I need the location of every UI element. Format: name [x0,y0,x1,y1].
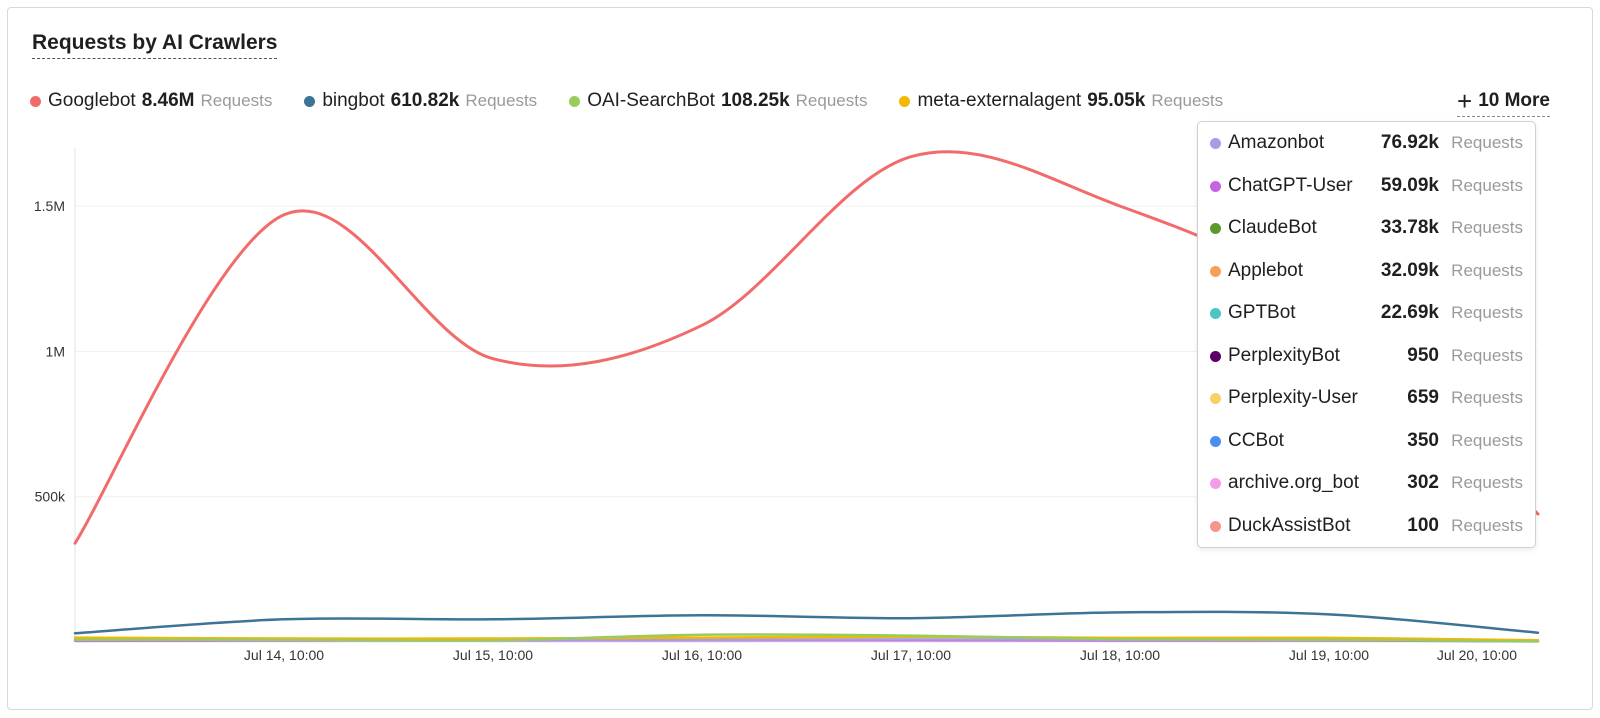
legend-name: CCBot [1228,430,1284,451]
legend-value: 659 [1407,387,1439,408]
legend-value: 32.09k [1380,260,1439,281]
x-tick-label: Jul 19, 10:00 [1289,647,1369,663]
legend-unit: Requests [1451,346,1523,365]
chart-title[interactable]: Requests by AI Crawlers [32,30,278,59]
legend-item-oai-searchbot[interactable]: OAI-SearchBot 108.25k Requests [569,90,867,112]
legend-value: 950 [1407,345,1439,366]
legend-unit: Requests [1451,431,1523,450]
legend-unit: Requests [465,91,538,110]
legend-dot [569,95,581,107]
legend-name: archive.org_bot [1228,472,1359,493]
legend-unit: Requests [1451,133,1523,152]
legend-name: Perplexity-User [1228,387,1358,408]
legend-value: 76.92k [1380,132,1439,153]
legend-value: 22.69k [1380,302,1439,323]
legend-value: 350 [1407,430,1439,451]
popup-item-chatgpt-user[interactable]: ChatGPT-User 59.09k Requests [1198,165,1535,207]
y-tick-label: 1M [46,343,65,359]
legend-unit: Requests [1451,388,1523,407]
legend-dot [1210,181,1221,192]
legend-name: ClaudeBot [1228,217,1317,238]
legend-unit: Requests [1451,516,1523,535]
x-tick-label: Jul 20, 10:00 [1437,647,1517,663]
legend-unit: Requests [1151,91,1224,110]
plus-icon: + [1457,86,1473,116]
legend-name: PerplexityBot [1228,345,1340,366]
legend-value: 108.25k [720,90,790,111]
x-tick-label: Jul 17, 10:00 [871,647,951,663]
legend-value: 302 [1407,472,1439,493]
y-tick-label: 1.5M [34,198,65,214]
series-line-bingbot[interactable] [73,610,1540,635]
legend-name: meta-externalagent [917,90,1082,111]
x-tick-label: Jul 15, 10:00 [453,647,533,663]
legend-dot [1210,521,1221,532]
legend-dot [304,95,316,107]
legend-value: 59.09k [1380,175,1439,196]
legend-item-bingbot[interactable]: bingbot 610.82k Requests [304,90,537,112]
legend-value: 95.05k [1087,90,1146,111]
legend-dot [1210,351,1221,362]
x-tick-label: Jul 16, 10:00 [662,647,742,663]
legend-name: bingbot [322,90,385,111]
legend-dot [1210,308,1221,319]
more-label: 10 More [1478,90,1550,111]
legend-dot [1210,266,1221,277]
legend-dot [1210,138,1221,149]
legend-unit: Requests [1451,261,1523,280]
legend-unit: Requests [200,91,273,110]
x-tick-label: Jul 18, 10:00 [1080,647,1160,663]
legend-value: 8.46M [141,90,195,111]
legend-dot [1210,478,1221,489]
legend: Googlebot 8.46M Requests bingbot 610.82k… [30,86,1255,116]
legend-dot [30,95,41,107]
legend-unit: Requests [1451,218,1523,237]
popup-item-ccbot[interactable]: CCBot 350 Requests [1198,420,1535,462]
legend-dot [1210,436,1221,447]
legend-name: DuckAssistBot [1228,515,1351,536]
legend-value: 33.78k [1380,217,1439,238]
legend-value: 610.82k [390,90,460,111]
legend-name: ChatGPT-User [1228,175,1353,196]
x-tick-label: Jul 14, 10:00 [244,647,324,663]
legend-item-meta-externalagent[interactable]: meta-externalagent 95.05k Requests [899,90,1223,112]
popup-item-duckassistbot[interactable]: DuckAssistBot 100 Requests [1198,505,1535,547]
y-tick-label: 500k [35,489,66,505]
legend-dot [1210,393,1221,404]
popup-item-applebot[interactable]: Applebot 32.09k Requests [1198,250,1535,292]
legend-name: Googlebot [48,90,136,111]
legend-dot [899,95,911,107]
legend-unit: Requests [1451,176,1523,195]
legend-name: OAI-SearchBot [587,90,715,111]
legend-unit: Requests [1451,473,1523,492]
popup-item-perplexity-user[interactable]: Perplexity-User 659 Requests [1198,377,1535,419]
legend-unit: Requests [795,91,868,110]
legend-value: 100 [1407,515,1439,536]
more-legend-button[interactable]: + 10 More [1457,86,1550,117]
legend-name: Amazonbot [1228,132,1325,153]
series-line-oai-searchbot[interactable] [73,633,1540,643]
legend-name: GPTBot [1228,302,1296,323]
legend-name: Applebot [1228,260,1304,281]
more-legend-popup: Amazonbot 76.92k Requests ChatGPT-User 5… [1197,121,1536,548]
legend-unit: Requests [1451,303,1523,322]
popup-item-claudebot[interactable]: ClaudeBot 33.78k Requests [1198,207,1535,249]
legend-item-googlebot[interactable]: Googlebot 8.46M Requests [30,90,272,112]
popup-item-amazonbot[interactable]: Amazonbot 76.92k Requests [1198,122,1535,164]
popup-item-perplexitybot[interactable]: PerplexityBot 950 Requests [1198,335,1535,377]
popup-item-gptbot[interactable]: GPTBot 22.69k Requests [1198,292,1535,334]
popup-item-archive-org-bot[interactable]: archive.org_bot 302 Requests [1198,462,1535,504]
legend-dot [1210,223,1221,234]
